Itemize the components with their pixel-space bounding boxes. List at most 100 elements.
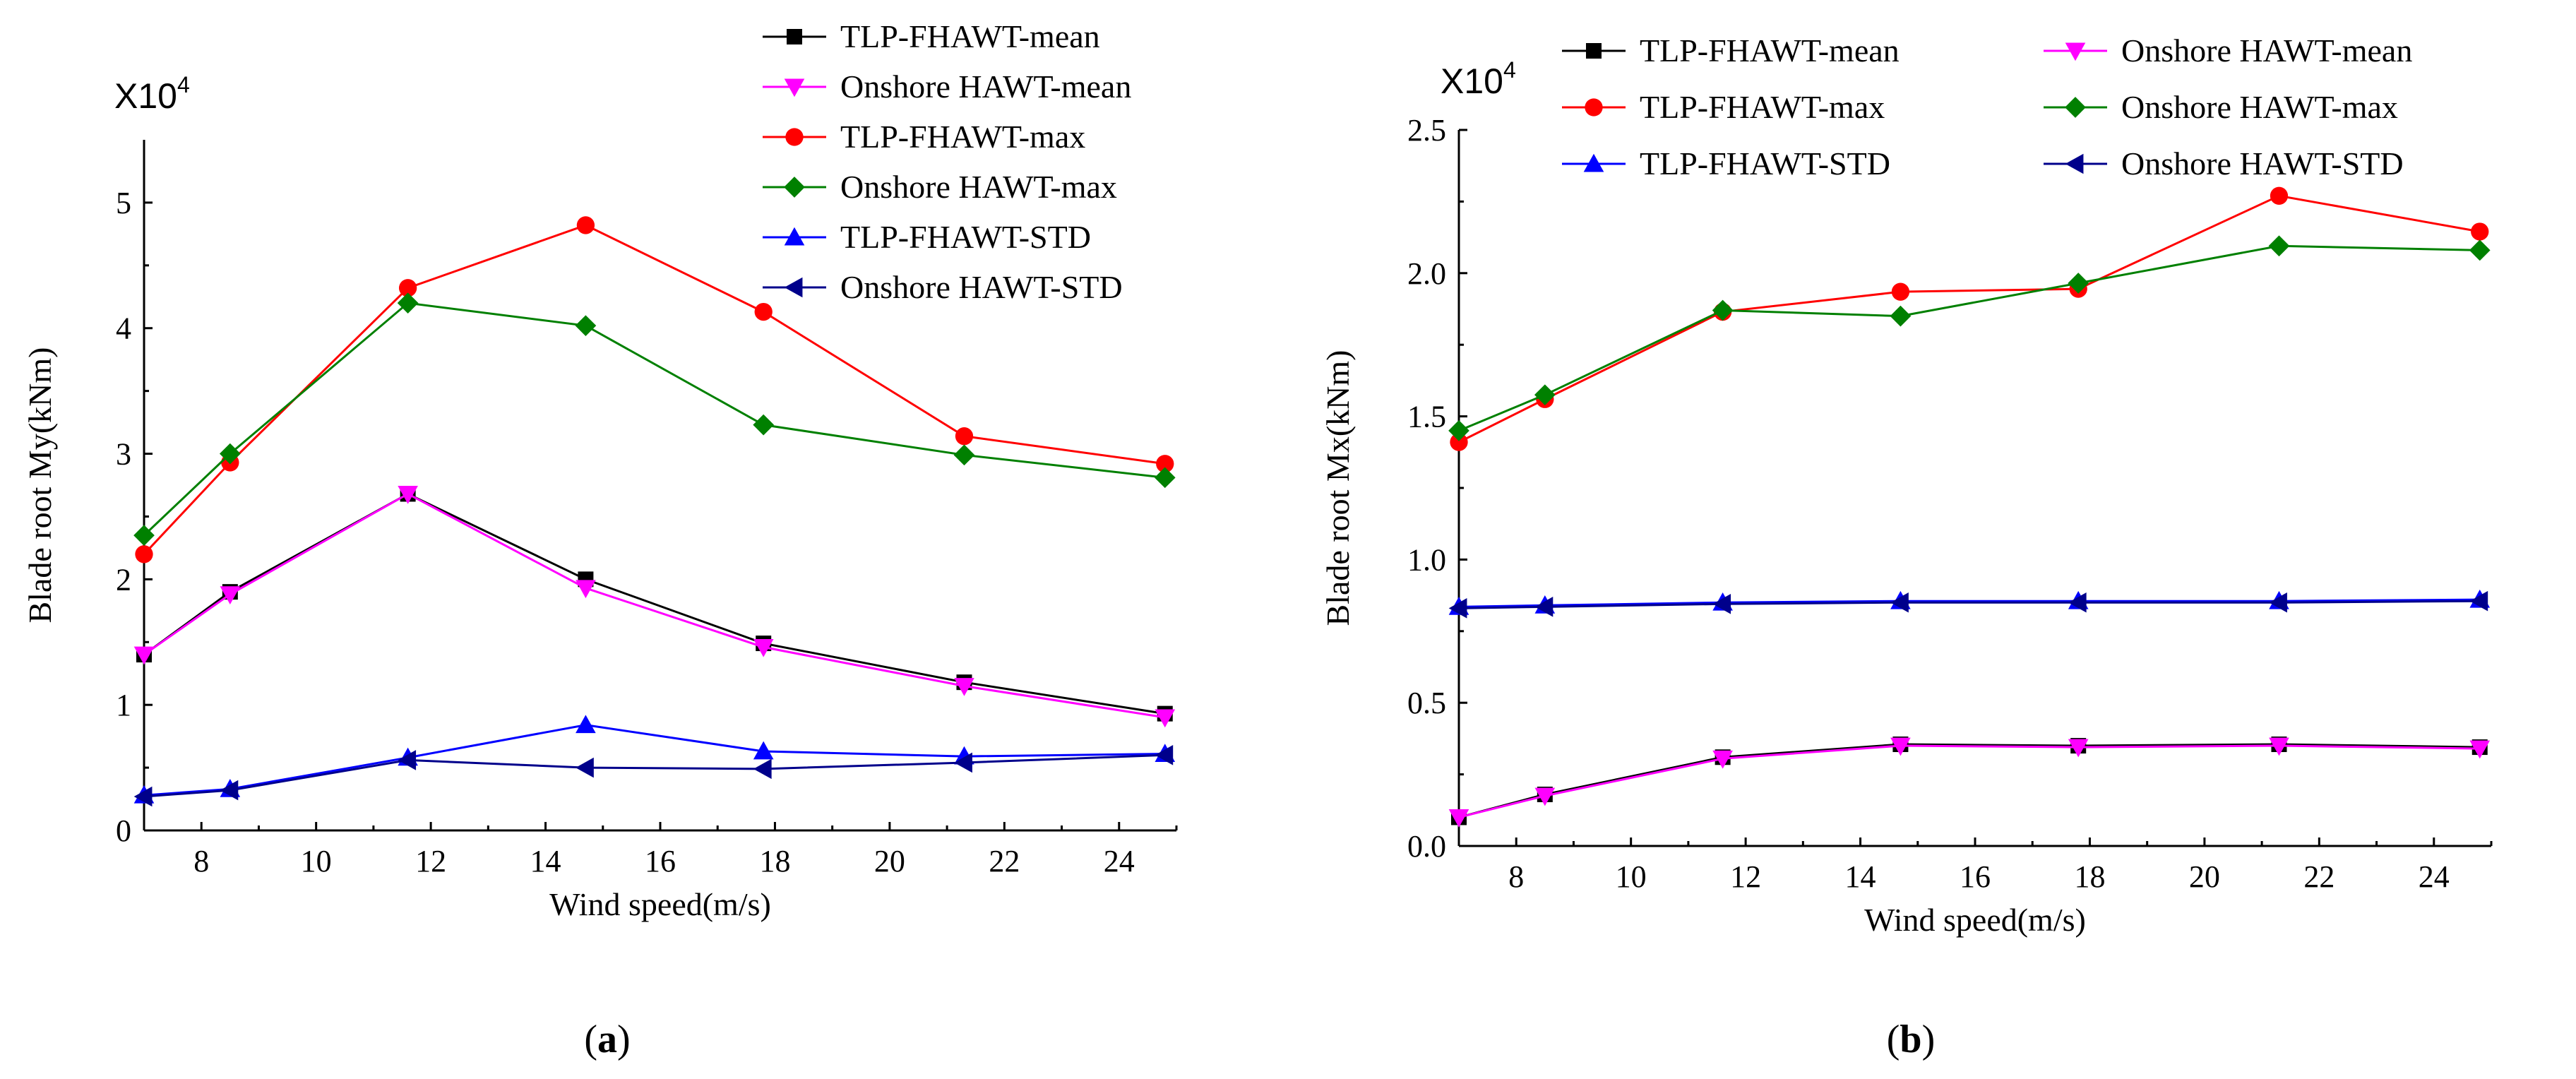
data-point xyxy=(1450,433,1468,451)
x-tick-label: 24 xyxy=(1104,844,1135,878)
data-point xyxy=(133,646,155,665)
data-point xyxy=(1712,593,1731,614)
legend-marker xyxy=(784,78,805,97)
legend-label: Onshore HAWT-max xyxy=(840,169,1117,205)
data-point xyxy=(220,586,241,605)
y-tick-label: 5 xyxy=(116,186,131,220)
x-tick-label: 22 xyxy=(2303,859,2334,894)
legend-item: TLP-FHAWT-max xyxy=(1562,89,1885,125)
legend-marker xyxy=(2065,97,2086,118)
legend: TLP-FHAWT-mean Onshore HAWT-mean TLP-FHAWT… xyxy=(763,18,1131,305)
legend-label: Onshore HAWT-mean xyxy=(840,68,1131,105)
series-line xyxy=(1458,744,2480,818)
data-point xyxy=(1155,745,1174,765)
data-point xyxy=(576,216,595,234)
x-tick-label: 10 xyxy=(301,844,332,878)
x-tick-label: 14 xyxy=(1845,859,1876,894)
data-point xyxy=(220,780,239,801)
data-point xyxy=(1890,592,1909,613)
data-point xyxy=(1891,282,1910,301)
panel-label: (a) xyxy=(584,1018,630,1061)
x-tick-label: 22 xyxy=(989,844,1020,878)
data-point xyxy=(1448,809,1469,828)
x-tick-label: 10 xyxy=(1616,859,1647,894)
legend-item: TLP-FHAWT-STD xyxy=(1562,145,1890,181)
series-tlp-fhawt-mean xyxy=(1451,737,2488,825)
legend-item: Onshore HAWT-mean xyxy=(2044,32,2412,68)
data-point xyxy=(1712,750,1733,769)
series-tlp-fhawt-std xyxy=(133,715,1176,804)
data-point xyxy=(1448,420,1469,441)
data-point xyxy=(1154,467,1176,489)
legend-marker xyxy=(1585,98,1603,117)
series-tlp-fhawt-max xyxy=(1450,186,2489,451)
x-tick-label: 24 xyxy=(2419,859,2450,894)
data-point xyxy=(135,545,153,564)
legend-label: TLP-FHAWT-mean xyxy=(840,18,1100,54)
y-tick-label: 3 xyxy=(116,437,131,472)
x-tick-label: 12 xyxy=(1730,859,1761,894)
legend-marker xyxy=(2065,153,2084,174)
series-onshore-hawt-std xyxy=(133,745,1174,807)
data-point xyxy=(754,302,773,321)
data-point xyxy=(219,443,241,465)
legend-label: TLP-FHAWT-max xyxy=(1640,89,1885,125)
legend-marker xyxy=(1583,153,1604,172)
y-axis-title: Blade root My(kNm) xyxy=(22,347,58,624)
data-point xyxy=(1155,709,1176,728)
y-axis-multiplier: X104 xyxy=(1441,57,1516,101)
y-tick-label: 1.5 xyxy=(1407,400,1446,434)
x-tick-label: 18 xyxy=(759,844,790,878)
data-point xyxy=(2068,739,2089,758)
legend-item: TLP-FHAWT-max xyxy=(763,119,1085,155)
data-point xyxy=(576,715,596,734)
data-point xyxy=(753,414,775,436)
y-tick-label: 2.5 xyxy=(1407,113,1446,148)
data-point xyxy=(2068,273,2089,294)
data-point xyxy=(397,292,419,314)
x-tick-label: 20 xyxy=(874,844,905,878)
chart-panel-b: 8 10 12 14 16 18 20 22 24 0.0 0.5 1.0 1.5 2.0 2.5 Wind … xyxy=(1320,32,2493,1061)
x-tick-label: 16 xyxy=(1960,859,1991,894)
series-tlp-fhawt-max xyxy=(135,216,1174,564)
data-point xyxy=(398,750,417,770)
x-axis-title: Wind speed(m/s) xyxy=(549,886,771,922)
y-tick-label: 0.0 xyxy=(1407,829,1446,864)
legend-label: TLP-FHAWT-STD xyxy=(840,219,1091,255)
data-point xyxy=(576,580,596,599)
legend-label: Onshore HAWT-max xyxy=(2121,89,2398,125)
data-point xyxy=(133,525,155,546)
legend-item: Onshore HAWT-max xyxy=(2044,89,2398,125)
series-line xyxy=(143,492,1165,719)
data-point xyxy=(1534,384,1556,406)
x-tick-label: 8 xyxy=(1508,859,1524,894)
data-point xyxy=(1448,598,1467,619)
legend-marker xyxy=(1586,43,1602,59)
legend-marker xyxy=(784,177,805,198)
data-point xyxy=(2268,235,2290,257)
data-point xyxy=(753,758,772,780)
y-tick-label: 0.5 xyxy=(1407,686,1446,720)
data-point xyxy=(2068,592,2087,613)
data-point xyxy=(1156,455,1174,473)
data-point xyxy=(2471,222,2489,241)
legend-marker xyxy=(787,29,802,44)
y-axis-multiplier: X104 xyxy=(114,72,190,116)
data-point xyxy=(2469,239,2491,261)
series-line xyxy=(143,753,1165,798)
data-point xyxy=(1890,305,1912,327)
series-line xyxy=(1458,194,2481,443)
y-tick-label: 4 xyxy=(116,311,131,346)
data-point xyxy=(2469,740,2491,759)
data-point xyxy=(398,279,417,297)
data-point xyxy=(576,757,594,778)
legend-item: Onshore HAWT-STD xyxy=(763,269,1123,305)
data-point xyxy=(953,444,975,466)
series-line xyxy=(143,492,1165,715)
series-onshore-hawt-max xyxy=(1448,235,2491,441)
legend-marker xyxy=(784,227,805,246)
legend-label: Onshore HAWT-STD xyxy=(2121,145,2404,181)
data-point xyxy=(133,786,153,807)
